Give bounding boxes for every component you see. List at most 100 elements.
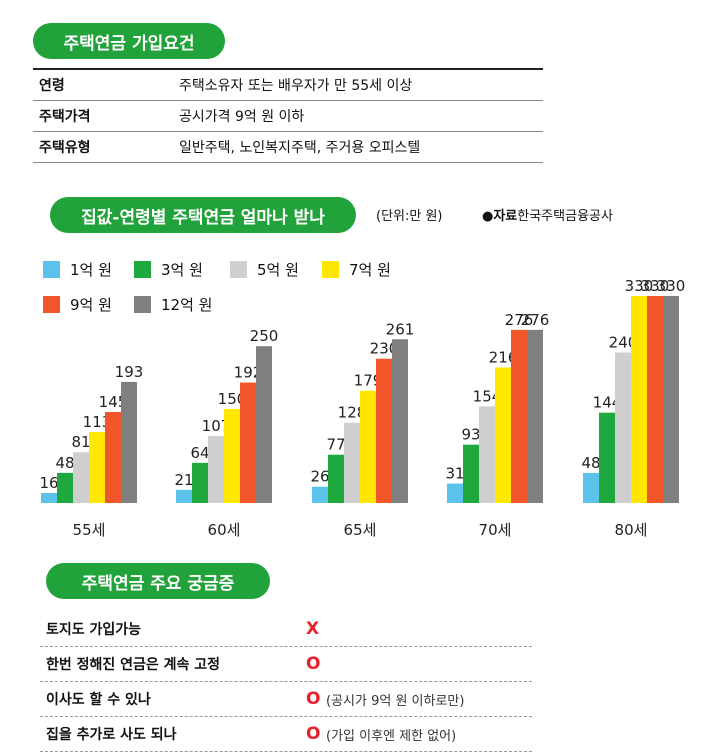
bar bbox=[240, 382, 256, 503]
requirements-title-pill: 주택연금 가입요건 bbox=[33, 23, 225, 59]
bar-value-label: 179 bbox=[354, 372, 383, 390]
requirements-title: 주택연금 가입요건 bbox=[63, 33, 195, 54]
bar-value-label: 107 bbox=[202, 417, 231, 435]
faq-answer: O bbox=[306, 724, 321, 744]
bar-value-label: 48 bbox=[55, 454, 74, 472]
faq-row: 이사도 할 수 있나 O (공시가 9억 원 이하로만) bbox=[40, 682, 532, 717]
requirement-key: 주택가격 bbox=[39, 109, 91, 125]
legend-swatch bbox=[322, 261, 339, 278]
legend-item: 5억 원 bbox=[230, 259, 299, 280]
bar-value-label: 21 bbox=[174, 471, 193, 489]
category-label: 80세 bbox=[615, 521, 648, 539]
bar bbox=[41, 492, 57, 503]
bar bbox=[105, 412, 121, 503]
bar bbox=[328, 454, 344, 503]
bar bbox=[463, 444, 479, 503]
bar bbox=[631, 296, 647, 503]
bar bbox=[479, 406, 495, 503]
faq-row: 집을 추가로 사도 되나 O (가입 이후엔 제한 없어) bbox=[40, 717, 532, 752]
source-prefix: ●자료 bbox=[482, 209, 518, 224]
bar bbox=[376, 358, 392, 503]
bar-value-label: 216 bbox=[489, 349, 518, 367]
legend-item: 3억 원 bbox=[134, 259, 203, 280]
bar-value-label: 128 bbox=[338, 404, 367, 422]
requirement-value: 일반주택, 노인복지주택, 주거용 오피스텔 bbox=[179, 140, 421, 156]
legend-swatch bbox=[43, 261, 60, 278]
legend-swatch bbox=[134, 296, 151, 313]
faq-note: (가입 이후엔 제한 없어) bbox=[326, 728, 457, 744]
faq-question: 이사도 할 수 있나 bbox=[46, 692, 151, 708]
bar-chart: 16 48 81 113 145 193 55세 21 64 107 150 192 250 60세 26 7… bbox=[39, 277, 686, 539]
chart-title: 집값-연령별 주택연금 얼마나 받나 bbox=[81, 207, 325, 228]
legend-swatch bbox=[134, 261, 151, 278]
faq-row: 한번 정해진 연금은 계속 고정 O bbox=[40, 647, 532, 682]
bar bbox=[208, 435, 224, 503]
bar bbox=[121, 381, 137, 503]
bar bbox=[344, 422, 360, 503]
bar-value-label: 330 bbox=[657, 277, 686, 295]
bar bbox=[192, 462, 208, 503]
requirements-row: 주택가격 공시가격 9억 원 이하 bbox=[33, 101, 543, 132]
category-label: 65세 bbox=[344, 521, 377, 539]
bar-value-label: 26 bbox=[310, 468, 329, 486]
faq-note: (공시가 9억 원 이하로만) bbox=[326, 693, 465, 709]
category-label: 70세 bbox=[479, 521, 512, 539]
bar-value-label: 240 bbox=[609, 333, 638, 351]
bar bbox=[89, 432, 105, 503]
faq-answer: X bbox=[306, 619, 320, 639]
faq-answer: O bbox=[306, 689, 321, 709]
legend-swatch bbox=[43, 296, 60, 313]
legend-label: 12억 원 bbox=[161, 296, 213, 314]
bar bbox=[312, 486, 328, 503]
bar-value-label: 48 bbox=[581, 454, 600, 472]
unit-label: (단위:만 원) bbox=[376, 209, 443, 224]
bar-value-label: 31 bbox=[445, 465, 464, 483]
requirements-row: 연령 주택소유자 또는 배우자가 만 55세 이상 bbox=[33, 68, 543, 101]
bar-value-label: 77 bbox=[326, 436, 345, 454]
faq-question: 한번 정해진 연금은 계속 고정 bbox=[46, 657, 221, 673]
bar-value-label: 261 bbox=[386, 320, 415, 338]
faq-title: 주택연금 주요 궁금증 bbox=[81, 573, 235, 594]
requirement-key: 연령 bbox=[39, 78, 65, 94]
bar-value-label: 154 bbox=[473, 387, 502, 405]
category-label: 60세 bbox=[208, 521, 241, 539]
bar bbox=[224, 408, 240, 503]
requirement-value: 주택소유자 또는 배우자가 만 55세 이상 bbox=[179, 78, 413, 94]
bar bbox=[511, 329, 527, 503]
legend-label: 9억 원 bbox=[70, 296, 112, 314]
bar bbox=[57, 472, 73, 503]
bar bbox=[615, 352, 631, 503]
requirement-value: 공시가격 9억 원 이하 bbox=[179, 109, 305, 125]
bar-value-label: 276 bbox=[521, 311, 550, 329]
bar-value-label: 16 bbox=[39, 474, 58, 492]
requirement-key: 주택유형 bbox=[39, 140, 91, 156]
bar-value-label: 276 bbox=[505, 311, 534, 329]
legend-label: 1억 원 bbox=[70, 261, 112, 279]
bar bbox=[647, 296, 663, 503]
bar bbox=[176, 489, 192, 503]
bar bbox=[392, 339, 408, 503]
bar-value-label: 330 bbox=[641, 277, 670, 295]
bar-value-label: 93 bbox=[461, 426, 480, 444]
legend-item: 7억 원 bbox=[322, 259, 391, 280]
bar bbox=[360, 390, 376, 503]
legend-label: 5억 원 bbox=[257, 261, 299, 279]
requirements-table: 연령 주택소유자 또는 배우자가 만 55세 이상 주택가격 공시가격 9억 원… bbox=[33, 68, 543, 163]
bar bbox=[527, 329, 543, 503]
bar-value-label: 64 bbox=[190, 444, 209, 462]
bar-value-label: 145 bbox=[99, 393, 128, 411]
bar bbox=[256, 346, 272, 503]
bar-value-label: 81 bbox=[71, 433, 90, 451]
faq-list: 토지도 가입가능 X 한번 정해진 연금은 계속 고정 O 이사도 할 수 있나… bbox=[40, 612, 532, 752]
bar bbox=[495, 367, 511, 503]
bar bbox=[447, 483, 463, 503]
faq-title-pill: 주택연금 주요 궁금증 bbox=[46, 563, 270, 599]
bar bbox=[599, 412, 615, 503]
requirements-row: 주택유형 일반주택, 노인복지주택, 주거용 오피스텔 bbox=[33, 132, 543, 163]
bar-value-label: 192 bbox=[234, 364, 263, 382]
chart-title-pill: 집값-연령별 주택연금 얼마나 받나 bbox=[50, 197, 356, 233]
category-label: 55세 bbox=[73, 521, 106, 539]
bar-value-label: 144 bbox=[593, 394, 622, 412]
bar bbox=[663, 296, 679, 503]
bar bbox=[583, 472, 599, 503]
